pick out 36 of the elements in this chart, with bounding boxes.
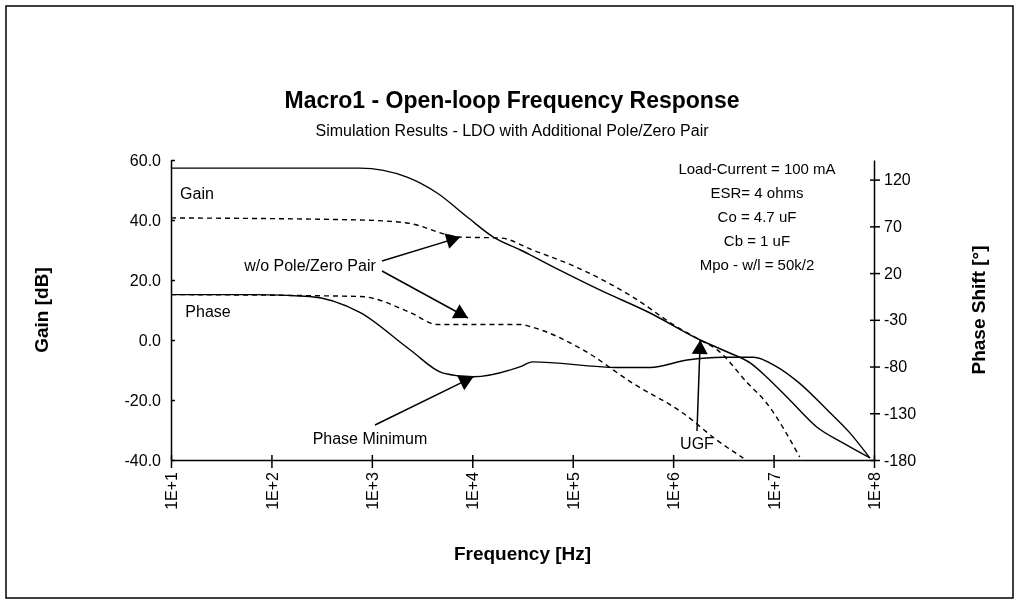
y2-tick-label: -180 <box>884 451 917 469</box>
annotation: Phase <box>185 302 231 320</box>
y2-tick-label: 120 <box>884 171 911 189</box>
y2-tick-label: -130 <box>884 404 917 422</box>
y2-tick-label: 20 <box>884 264 902 282</box>
annotation: Mpo - w/l = 50k/2 <box>699 256 815 273</box>
annotation: UGF <box>680 434 715 452</box>
x-tick-label: 1E+7 <box>765 471 783 510</box>
annotation: Co = 4.7 uF <box>717 208 797 225</box>
y2-tick-label: -30 <box>884 311 908 329</box>
x-tick-label: 1E+3 <box>363 471 381 510</box>
annotation: Gain <box>180 184 214 202</box>
y-tick-label: 20.0 <box>129 271 162 289</box>
x-tick-label: 1E+6 <box>665 471 683 510</box>
annotation: w/o Pole/Zero Pair <box>243 256 377 274</box>
y-tick-label: -20.0 <box>124 391 162 409</box>
y-tick-label: 60.0 <box>129 151 162 169</box>
chart-subtitle: Simulation Results - LDO with Additional Pole/Zero Pair <box>315 122 710 139</box>
y-tick-label: -40.0 <box>124 451 162 469</box>
y2-tick-label: -80 <box>884 358 908 376</box>
y-tick-label: 0.0 <box>138 331 162 349</box>
chart-title: Macro1 - Open-loop Frequency Response <box>284 87 740 113</box>
y-tick-label: 40.0 <box>129 211 162 229</box>
x-axis-title: Frequency [Hz] <box>453 543 592 564</box>
x-tick-label: 1E+2 <box>263 471 281 510</box>
annotation: Load-Current = 100 mA <box>678 160 836 177</box>
x-tick-label: 1E+4 <box>464 471 482 510</box>
x-tick-label: 1E+5 <box>564 471 582 510</box>
annotation: Phase Minimum <box>312 429 428 447</box>
x-tick-label: 1E+8 <box>866 471 884 510</box>
annotation: ESR= 4 ohms <box>710 184 804 201</box>
x-tick-label: 1E+1 <box>163 471 181 510</box>
annotation: Cb = 1 uF <box>723 232 791 249</box>
y-axis-title: Gain [dB] <box>31 267 52 353</box>
y2-axis-title: Phase Shift [°] <box>968 245 989 375</box>
y2-tick-label: 70 <box>884 217 902 235</box>
